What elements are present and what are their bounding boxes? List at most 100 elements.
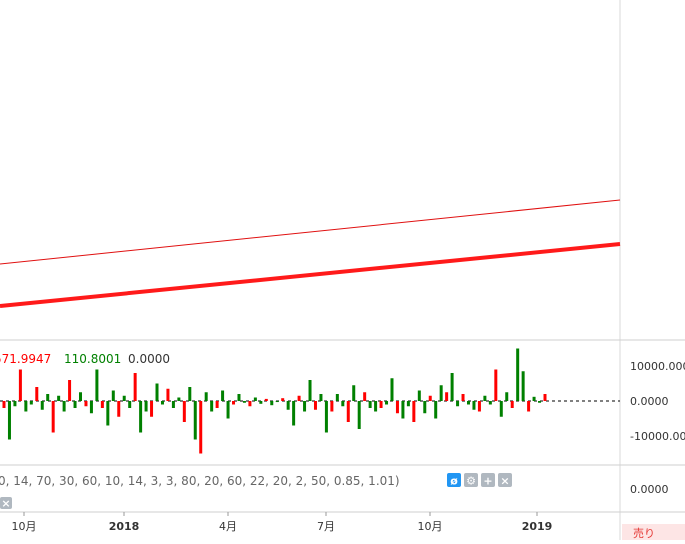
oscillator-bar[interactable]: [51, 401, 55, 433]
oscillator-bar[interactable]: [13, 401, 17, 407]
close-indicator-icon[interactable]: [498, 473, 512, 487]
oscillator-bar[interactable]: [128, 401, 132, 408]
oscillator-bar[interactable]: [232, 401, 236, 405]
oscillator-bar[interactable]: [18, 369, 22, 402]
hide-indicator-icon[interactable]: [447, 473, 461, 487]
hide-indicator-icon[interactable]: ø: [450, 475, 458, 488]
close-pane-icon[interactable]: [0, 497, 12, 509]
oscillator-bar[interactable]: [357, 401, 361, 429]
close-indicator-icon[interactable]: ×: [500, 475, 509, 488]
oscillator-bar[interactable]: [434, 401, 438, 419]
oscillator-bar[interactable]: [292, 401, 296, 426]
oscillator-bar[interactable]: [412, 401, 416, 422]
oscillator-bar[interactable]: [521, 371, 525, 401]
oscillator-bar[interactable]: [62, 401, 66, 412]
oscillator-bar[interactable]: [324, 401, 328, 433]
oscillator-bar[interactable]: [406, 401, 410, 407]
oscillator-bar[interactable]: [188, 387, 192, 401]
oscillator-bar[interactable]: [543, 394, 547, 401]
oscillator-bar[interactable]: [445, 392, 449, 401]
add-indicator-icon[interactable]: +: [483, 475, 492, 488]
oscillator-bar[interactable]: [346, 401, 350, 422]
oscillator-bar[interactable]: [79, 392, 83, 401]
oscillator-bar[interactable]: [7, 401, 11, 440]
oscillator-bar[interactable]: [68, 380, 72, 401]
oscillator-bar[interactable]: [182, 401, 186, 422]
oscillator-bar[interactable]: [221, 390, 225, 402]
oscillator-bar[interactable]: [150, 401, 154, 417]
oscillator-bar[interactable]: [439, 385, 443, 401]
oscillator-bar[interactable]: [313, 401, 317, 410]
oscillator-bar[interactable]: [483, 395, 487, 401]
add-indicator-icon[interactable]: [481, 473, 495, 487]
oscillator-bar[interactable]: [242, 401, 246, 403]
oscillator-bar[interactable]: [210, 401, 214, 412]
oscillator-bar[interactable]: [494, 369, 498, 402]
oscillator-bar[interactable]: [538, 401, 542, 403]
oscillator-bar[interactable]: [379, 401, 383, 408]
oscillator-bar[interactable]: [499, 401, 503, 417]
oscillator-bar[interactable]: [505, 392, 509, 401]
oscillator-bar[interactable]: [215, 401, 219, 408]
oscillator-bar[interactable]: [390, 378, 394, 401]
oscillator-bar[interactable]: [417, 390, 421, 402]
oscillator-bar[interactable]: [259, 401, 263, 404]
oscillator-bar[interactable]: [117, 401, 121, 417]
oscillator-bar[interactable]: [368, 401, 372, 408]
oscillator-bar[interactable]: [461, 394, 465, 401]
oscillator-bar[interactable]: [450, 373, 454, 401]
oscillator-bar[interactable]: [286, 401, 290, 410]
oscillator-bar[interactable]: [423, 401, 427, 414]
oscillator-bar[interactable]: [177, 397, 181, 402]
oscillator-bar[interactable]: [335, 394, 339, 401]
oscillator-bar[interactable]: [122, 395, 126, 401]
oscillator-bar[interactable]: [204, 392, 208, 401]
oscillator-bar[interactable]: [73, 401, 77, 408]
oscillator-bar[interactable]: [95, 369, 99, 402]
oscillator-bar[interactable]: [308, 380, 312, 401]
oscillator-bar[interactable]: [106, 401, 110, 426]
oscillator-bar[interactable]: [270, 401, 274, 406]
oscillator-bar[interactable]: [303, 401, 307, 412]
settings-gear-icon[interactable]: ⚙: [466, 475, 476, 488]
oscillator-bar[interactable]: [395, 401, 399, 414]
oscillator-bar[interactable]: [160, 401, 164, 405]
oscillator-bar[interactable]: [89, 401, 93, 414]
oscillator-bar[interactable]: [472, 401, 476, 410]
oscillator-bar[interactable]: [527, 401, 531, 412]
oscillator-bar[interactable]: [40, 401, 44, 410]
oscillator-bar[interactable]: [275, 401, 279, 403]
close-pane-icon[interactable]: ×: [1, 497, 10, 510]
oscillator-bar[interactable]: [532, 396, 536, 401]
oscillator-bar[interactable]: [57, 395, 61, 401]
oscillator-bar[interactable]: [226, 401, 230, 419]
oscillator-bar[interactable]: [374, 401, 378, 412]
oscillator-bar[interactable]: [456, 401, 460, 407]
oscillator-bar[interactable]: [510, 401, 514, 408]
oscillator-bar[interactable]: [281, 398, 285, 401]
settings-gear-icon[interactable]: [464, 473, 478, 487]
oscillator-bar[interactable]: [193, 401, 197, 440]
oscillator-bar[interactable]: [428, 395, 432, 401]
oscillator-bar[interactable]: [35, 387, 39, 401]
oscillator-bar[interactable]: [477, 401, 481, 412]
oscillator-bar[interactable]: [341, 401, 345, 407]
oscillator-bar[interactable]: [466, 401, 470, 405]
oscillator-bar[interactable]: [385, 401, 389, 405]
oscillator-bar[interactable]: [401, 401, 405, 419]
oscillator-bar[interactable]: [330, 401, 334, 412]
oscillator-bar[interactable]: [264, 398, 268, 401]
oscillator-bar[interactable]: [133, 373, 137, 401]
oscillator-bar[interactable]: [84, 401, 88, 407]
oscillator-bar[interactable]: [253, 397, 257, 402]
oscillator-bar[interactable]: [144, 401, 148, 412]
oscillator-bar[interactable]: [166, 388, 170, 401]
oscillator-bar[interactable]: [155, 383, 159, 402]
oscillator-bar[interactable]: [111, 390, 115, 402]
oscillator-bar[interactable]: [139, 401, 143, 433]
oscillator-bar[interactable]: [29, 401, 33, 405]
oscillator-bar[interactable]: [363, 392, 367, 401]
oscillator-bar[interactable]: [319, 394, 323, 401]
oscillator-bar[interactable]: [352, 385, 356, 401]
